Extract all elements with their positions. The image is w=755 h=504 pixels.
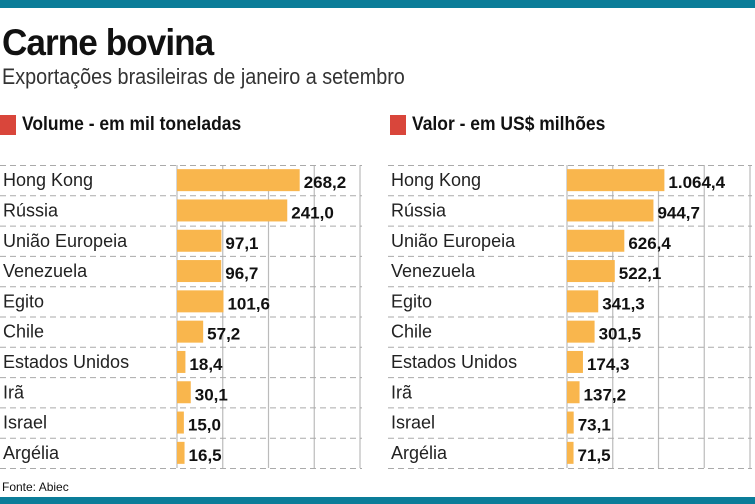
bar (567, 290, 599, 313)
bar (177, 290, 224, 313)
value-label: 73,1 (578, 416, 611, 435)
value-chart: Hong Kong 1.064,4 Rússia 944,7 União Europei… (388, 165, 752, 469)
category-label: Venezuela (391, 261, 476, 281)
bar (567, 229, 625, 252)
category-label: Israel (391, 413, 435, 433)
category-label: Rússia (391, 200, 447, 220)
bar (567, 350, 583, 373)
value-label: 30,1 (195, 385, 228, 404)
value-label: 1.064,4 (668, 173, 725, 192)
bar (177, 169, 300, 192)
value-label: 96,7 (225, 264, 258, 283)
bar (177, 260, 222, 283)
value-label: 137,2 (584, 385, 627, 404)
category-label: Venezuela (3, 261, 88, 281)
bar (177, 320, 204, 343)
page-subtitle: Exportações brasileiras de janeiro a set… (2, 64, 405, 89)
category-label: Estados Unidos (391, 352, 517, 372)
bar (177, 381, 191, 404)
bar (567, 381, 580, 404)
bar (567, 169, 665, 192)
bar (567, 320, 595, 343)
value-label: 57,2 (207, 325, 240, 344)
bar (567, 441, 574, 464)
bar (177, 411, 184, 434)
volume-chart: Hong Kong 268,2 Rússia 241,0 União Europeia 9… (0, 165, 362, 469)
value-chart-title: Valor - em US$ milhões (412, 114, 606, 135)
value-label: 16,5 (189, 446, 222, 465)
value-label: 626,4 (628, 234, 671, 253)
value-label: 341,3 (602, 294, 645, 313)
value-section-header: Valor - em US$ milhões (390, 114, 622, 136)
value-label: 301,5 (599, 325, 642, 344)
category-label: Irã (3, 382, 25, 402)
volume-section-header: Volume - em mil toneladas (0, 114, 260, 136)
value-label: 174,3 (587, 355, 630, 374)
value-label: 71,5 (578, 446, 611, 465)
category-label: União Europeia (391, 231, 516, 251)
category-label: Argélia (391, 443, 448, 463)
category-label: Rússia (3, 200, 59, 220)
bar (177, 441, 185, 464)
category-label: Chile (391, 322, 432, 342)
category-label: Irã (391, 382, 413, 402)
volume-chart-title: Volume - em mil toneladas (22, 114, 242, 135)
legend-square-icon (0, 115, 16, 135)
source-note: Fonte: Abiec (2, 480, 69, 494)
legend-square-icon (390, 115, 406, 135)
category-label: Egito (391, 291, 432, 311)
value-label: 18,4 (189, 355, 223, 374)
value-label: 101,6 (227, 294, 270, 313)
category-label: Estados Unidos (3, 352, 129, 372)
page-title: Carne bovina (2, 22, 214, 63)
value-label: 15,0 (188, 416, 221, 435)
category-label: União Europeia (3, 231, 128, 251)
bar (567, 199, 654, 222)
bar (177, 350, 186, 373)
top-brand-bar (0, 0, 755, 8)
value-label: 241,0 (291, 203, 334, 222)
bottom-brand-bar (0, 497, 755, 504)
bar (567, 411, 574, 434)
category-label: Hong Kong (3, 170, 93, 190)
category-label: Argélia (3, 443, 60, 463)
value-label: 522,1 (619, 264, 662, 283)
value-label: 268,2 (304, 173, 347, 192)
value-label: 97,1 (225, 234, 258, 253)
category-label: Egito (3, 291, 44, 311)
category-label: Hong Kong (391, 170, 481, 190)
bar (567, 260, 615, 283)
category-label: Chile (3, 322, 44, 342)
value-label: 944,7 (657, 203, 700, 222)
category-label: Israel (3, 413, 47, 433)
bar (177, 199, 288, 222)
bar (177, 229, 222, 252)
